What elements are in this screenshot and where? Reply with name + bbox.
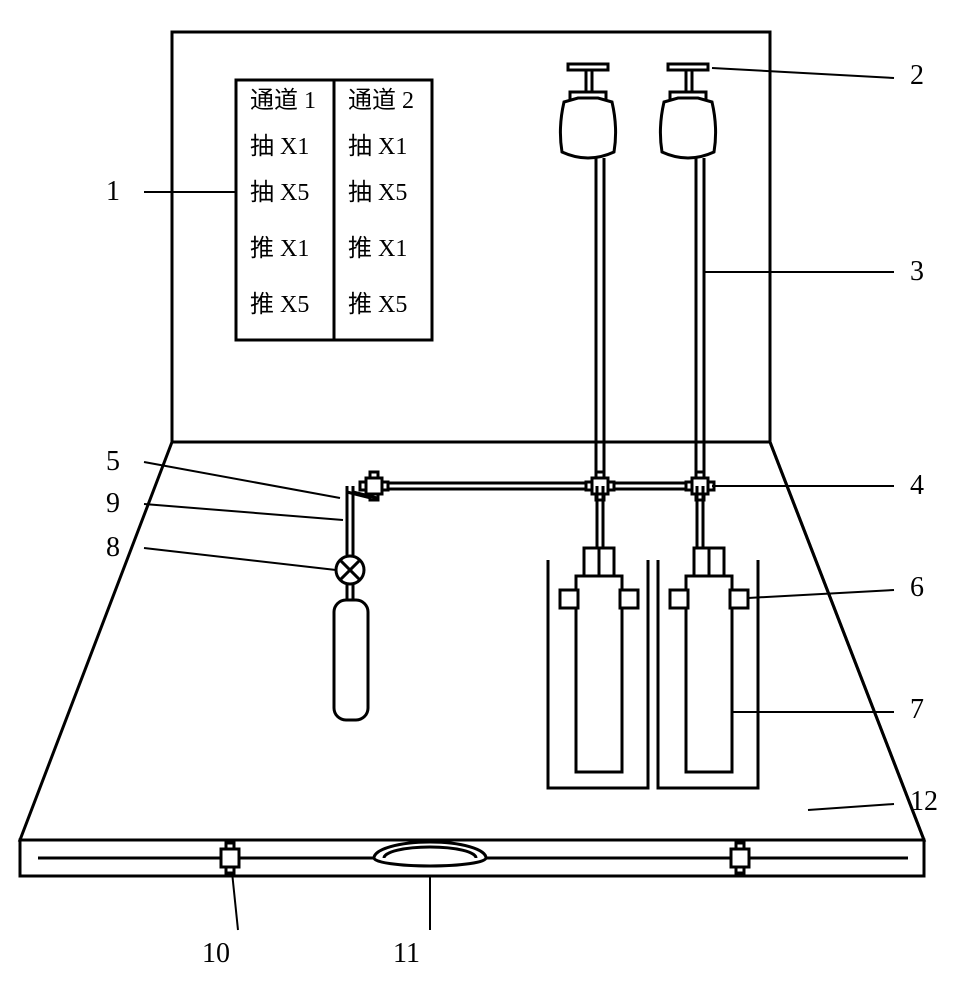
- svg-text:抽 X1: 抽 X1: [348, 133, 407, 160]
- valve: [336, 556, 364, 584]
- svg-text:推 X1: 推 X1: [348, 235, 407, 262]
- svg-text:8: 8: [106, 532, 120, 563]
- svg-text:2: 2: [910, 60, 924, 91]
- svg-text:4: 4: [910, 470, 924, 501]
- vial: [334, 600, 368, 720]
- col2-header: 通道 2: [348, 87, 414, 114]
- svg-text:9: 9: [106, 488, 120, 519]
- lock-right: [731, 843, 749, 873]
- svg-text:推 X5: 推 X5: [348, 291, 407, 318]
- svg-text:抽 X5: 抽 X5: [348, 179, 407, 206]
- svg-text:抽 X1: 抽 X1: [250, 133, 309, 160]
- svg-text:6: 6: [910, 572, 924, 603]
- svg-text:12: 12: [910, 786, 938, 817]
- svg-text:1: 1: [106, 176, 120, 207]
- col1-header: 通道 1: [250, 87, 316, 114]
- svg-text:10: 10: [202, 938, 230, 969]
- svg-text:3: 3: [910, 256, 924, 287]
- svg-text:抽 X5: 抽 X5: [250, 179, 309, 206]
- svg-text:推 X1: 推 X1: [250, 235, 309, 262]
- svg-text:推 X5: 推 X5: [250, 291, 309, 318]
- svg-text:11: 11: [393, 938, 420, 969]
- svg-text:5: 5: [106, 446, 120, 477]
- lock-left: [221, 843, 239, 873]
- svg-text:7: 7: [910, 694, 924, 725]
